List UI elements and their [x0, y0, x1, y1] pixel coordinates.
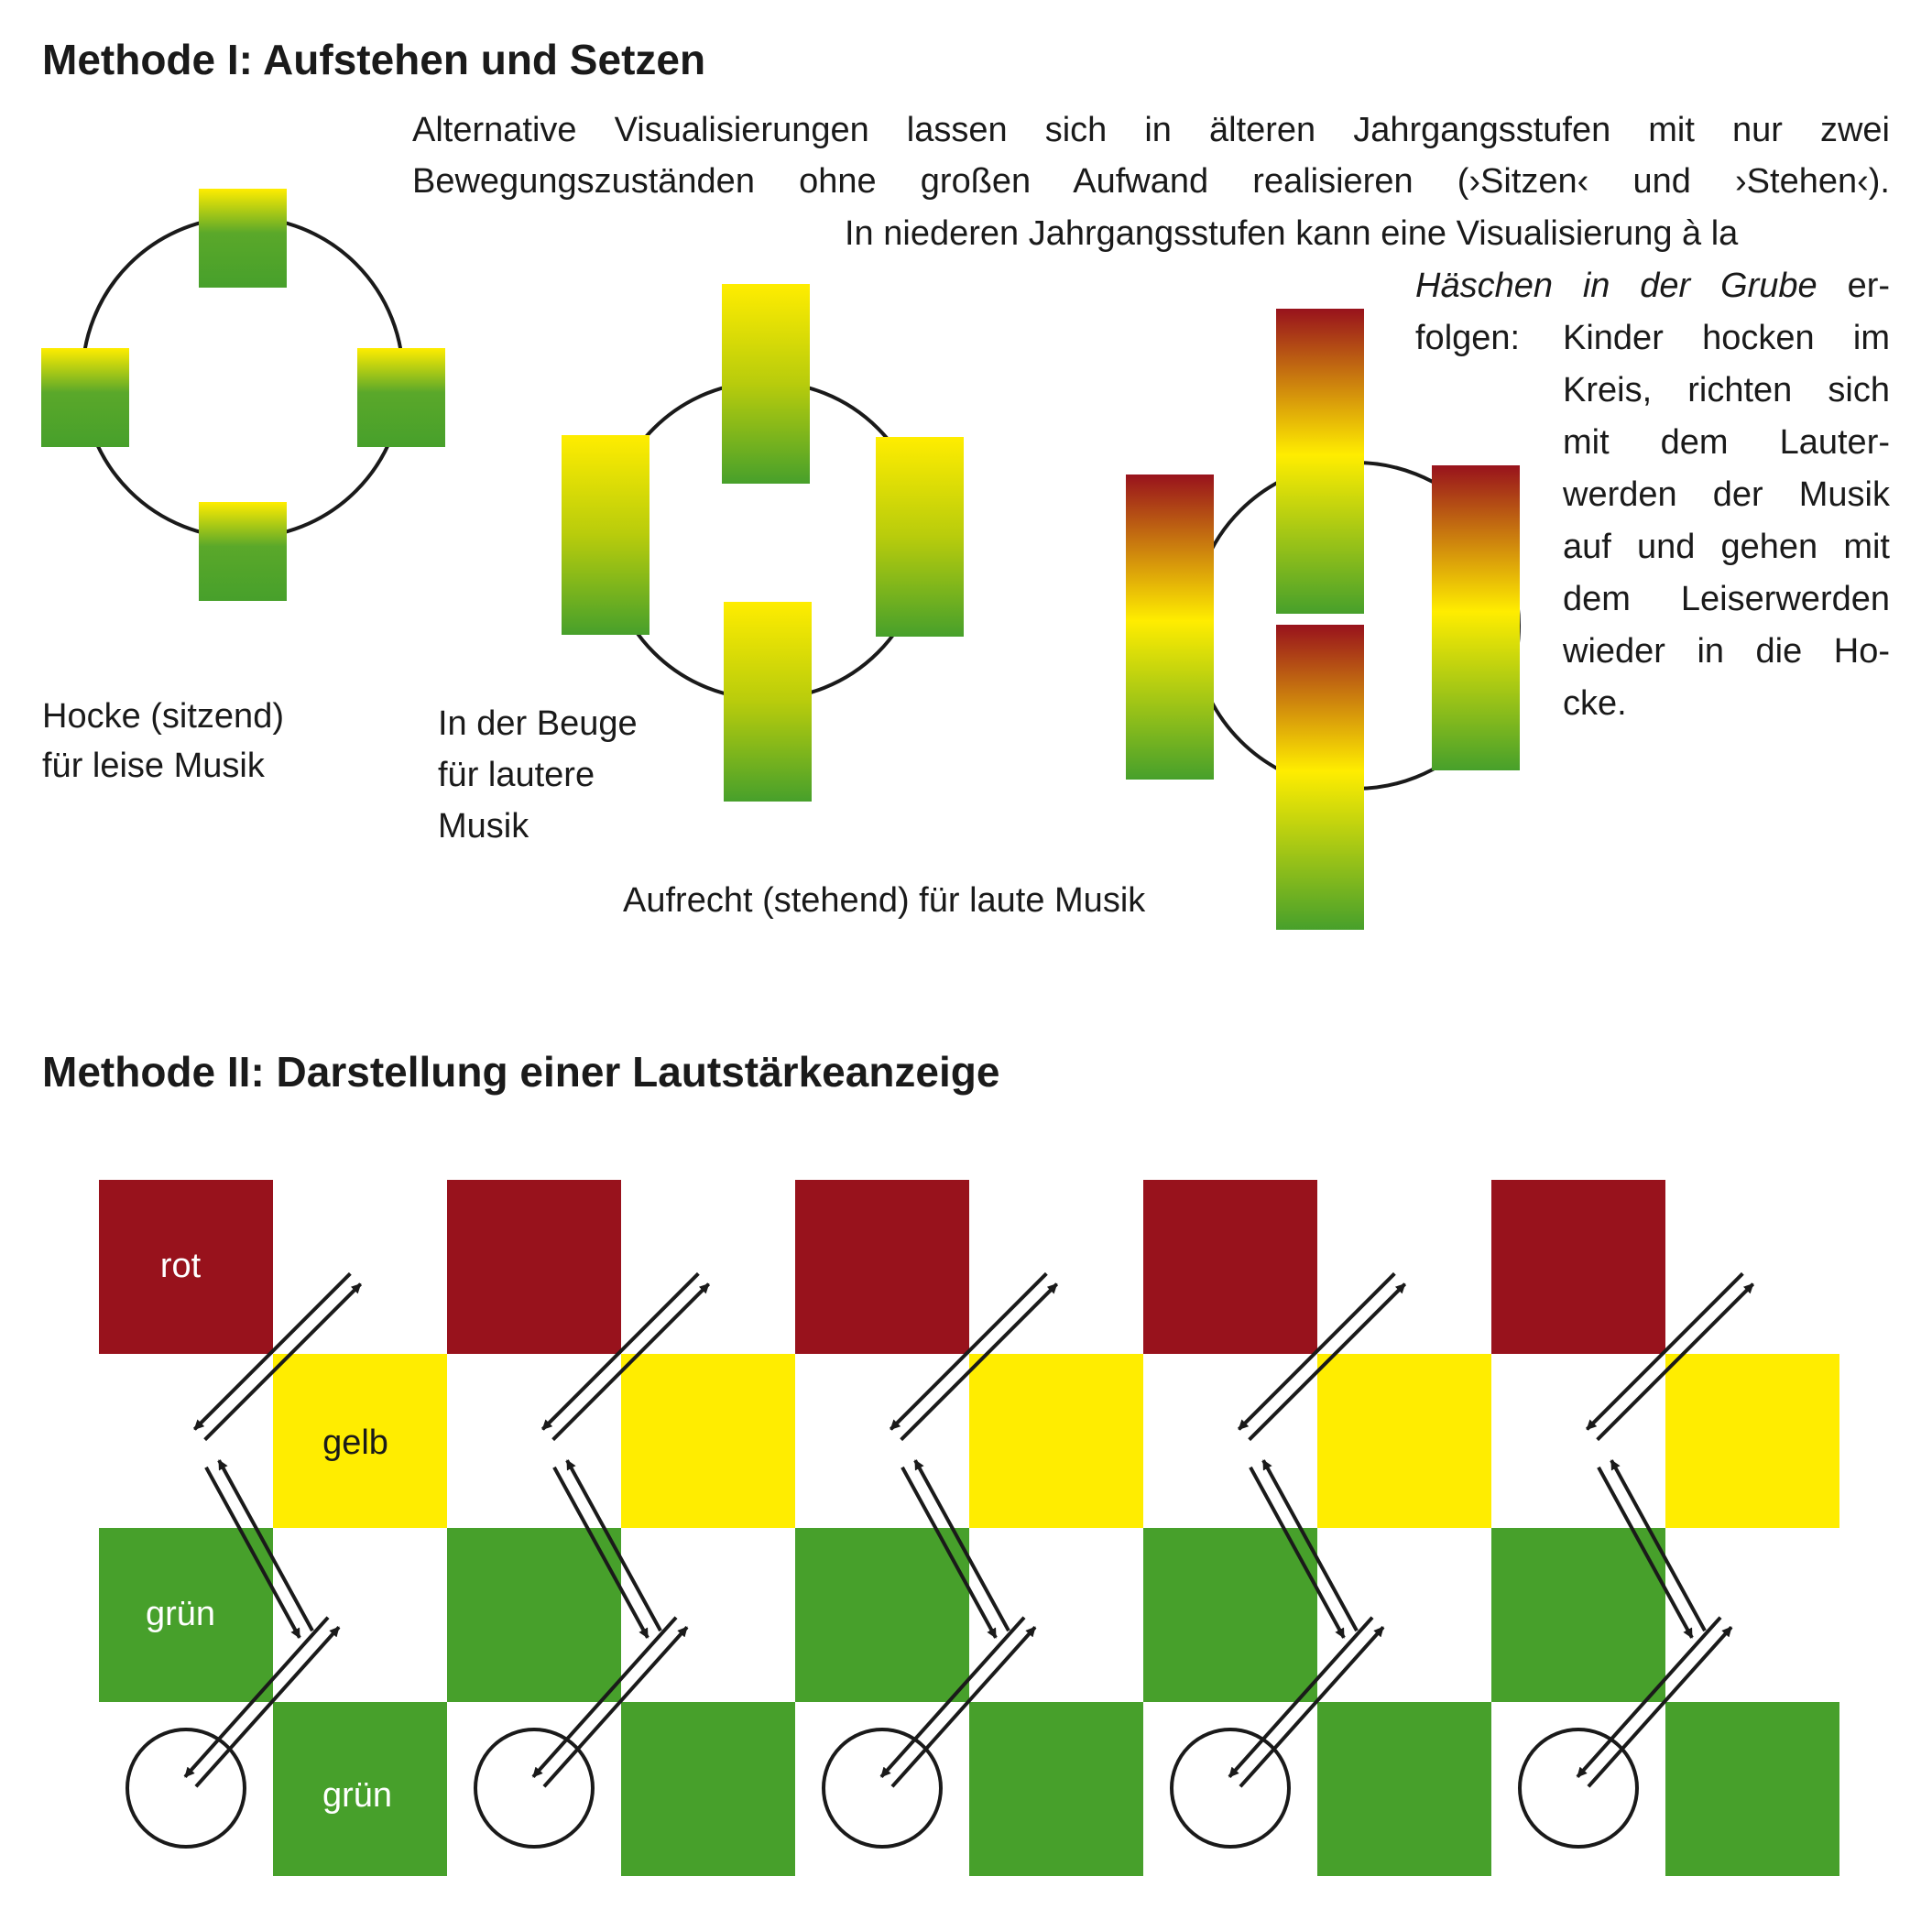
label-aufrecht: Aufrecht (stehend) für laute Musik [623, 881, 1146, 920]
cell-green-low-5 [1665, 1702, 1839, 1876]
text-line-6: Kreis, richten sich [1563, 371, 1890, 409]
cell-label-gruen-2: grün [322, 1776, 392, 1815]
cell-green-low-2 [621, 1702, 795, 1876]
arrows-mid-3-back [901, 1466, 998, 1639]
figure-hocke [41, 189, 445, 601]
heading-method-1: Methode I: Aufstehen und Setzen [42, 36, 706, 83]
italic-title: Häschen in der Grube [1415, 267, 1817, 305]
text-line-2: Bewegungszuständen ohne großen Aufwand r… [412, 162, 1890, 201]
cell-red-1 [99, 1180, 273, 1354]
arrows-mid-1-fwd [217, 1459, 314, 1632]
arrows-low-2-fwd [542, 1626, 689, 1788]
arrows-high-2-back [540, 1271, 700, 1431]
label-hocke-2: für leise Musik [42, 747, 265, 785]
arrows-low-4-fwd [1239, 1626, 1385, 1788]
text-line-3: In niederen Jahrgangsstufen kann eine Vi… [845, 214, 1739, 253]
arrows-mid-1-back [204, 1466, 301, 1639]
cell-green-1 [99, 1528, 273, 1702]
block-hocke-top [199, 189, 287, 288]
label-beuge-2: für lautere [438, 756, 595, 794]
cell-green-4 [1143, 1528, 1317, 1702]
arrows-mid-3-fwd [913, 1459, 1010, 1632]
arrows-mid-4-back [1249, 1466, 1346, 1639]
label-hocke-1: Hocke (sitzend) [42, 697, 284, 736]
cell-green-2 [447, 1528, 621, 1702]
cell-red-2 [447, 1180, 621, 1354]
text-line-5b: Kinder hocken im [1563, 319, 1890, 357]
text-line-5a: folgen: [1415, 319, 1521, 357]
block-aufrecht-right [1432, 465, 1520, 770]
text-line-4-rest: er- [1847, 267, 1891, 305]
text-line-8: werden der Musik [1563, 475, 1890, 514]
arrows-high-1-back [192, 1271, 352, 1431]
block-aufrecht-bottom [1276, 625, 1364, 930]
cell-yellow-3 [969, 1354, 1143, 1528]
start-circle-5 [1518, 1728, 1639, 1849]
arrows-mid-2-fwd [565, 1459, 662, 1632]
cell-label-rot: rot [160, 1247, 202, 1285]
arrows-mid-5-fwd [1610, 1459, 1707, 1632]
label-beuge-3: Musik [438, 807, 529, 845]
block-beuge-top [722, 284, 810, 484]
block-beuge-left [562, 435, 649, 635]
cell-yellow-2 [621, 1354, 795, 1528]
level-grid [99, 1180, 1839, 1876]
arrows-high-5-fwd [1596, 1282, 1755, 1442]
cell-red-5 [1491, 1180, 1665, 1354]
block-hocke-right [357, 348, 445, 447]
text-line-11: wieder in die Ho- [1563, 632, 1890, 671]
figure-aufrecht [1126, 309, 1521, 930]
block-hocke-left [41, 348, 129, 447]
cell-green-low-4 [1317, 1702, 1491, 1876]
arrows-mid-5-back [1597, 1466, 1694, 1639]
cell-yellow-1 [273, 1354, 447, 1528]
arrows-low-5-back [1576, 1616, 1722, 1778]
text-line-7: mit dem Lauter- [1563, 423, 1890, 462]
arrows-low-3-fwd [890, 1626, 1037, 1788]
cell-red-4 [1143, 1180, 1317, 1354]
arrows-high-3-back [889, 1271, 1048, 1431]
arrows-low-1-fwd [194, 1626, 341, 1788]
cell-green-low-3 [969, 1702, 1143, 1876]
arrows-high-1-fwd [203, 1282, 363, 1442]
arrows-high-5-back [1585, 1271, 1744, 1431]
text-line-4: Häschen in der Grube er- [1415, 266, 1890, 308]
arrows-low-2-back [531, 1616, 678, 1778]
text-line-10: dem Leiserwerden [1563, 580, 1890, 618]
arrows-low-4-back [1228, 1616, 1374, 1778]
start-circle-3 [822, 1728, 943, 1849]
arrows-high-4-fwd [1248, 1282, 1407, 1442]
cell-yellow-4 [1317, 1354, 1491, 1528]
start-circle-1 [126, 1728, 246, 1849]
block-beuge-bottom [724, 602, 812, 802]
cell-green-low-1 [273, 1702, 447, 1876]
text-line-9: auf und gehen mit [1563, 528, 1890, 566]
arrows-mid-4-fwd [1261, 1459, 1359, 1632]
label-beuge-1: In der Beuge [438, 704, 638, 743]
cell-label-gelb: gelb [322, 1424, 388, 1462]
start-circle-4 [1170, 1728, 1291, 1849]
block-hocke-bottom [199, 502, 287, 601]
block-beuge-right [876, 437, 964, 637]
text-line-12: cke. [1563, 684, 1627, 723]
block-aufrecht-left [1126, 475, 1214, 780]
arrows-high-2-fwd [551, 1282, 711, 1442]
arrows-high-4-back [1237, 1271, 1396, 1431]
start-circle-2 [474, 1728, 595, 1849]
figure-beuge [562, 284, 964, 802]
text-line-1: Alternative Visualisierungen lassen sich… [412, 111, 1890, 149]
heading-method-2: Methode II: Darstellung einer Lautstärke… [42, 1048, 1000, 1096]
cell-label-gruen-1: grün [146, 1595, 215, 1633]
cell-green-3 [795, 1528, 969, 1702]
arrows-low-5-fwd [1587, 1626, 1733, 1788]
arrows-low-1-back [183, 1616, 330, 1778]
arrows-mid-2-back [552, 1466, 649, 1639]
arrows-high-3-fwd [900, 1282, 1059, 1442]
cell-yellow-5 [1665, 1354, 1839, 1528]
cell-red-3 [795, 1180, 969, 1354]
block-aufrecht-top [1276, 309, 1364, 614]
cell-green-5 [1491, 1528, 1665, 1702]
arrows-low-3-back [879, 1616, 1026, 1778]
